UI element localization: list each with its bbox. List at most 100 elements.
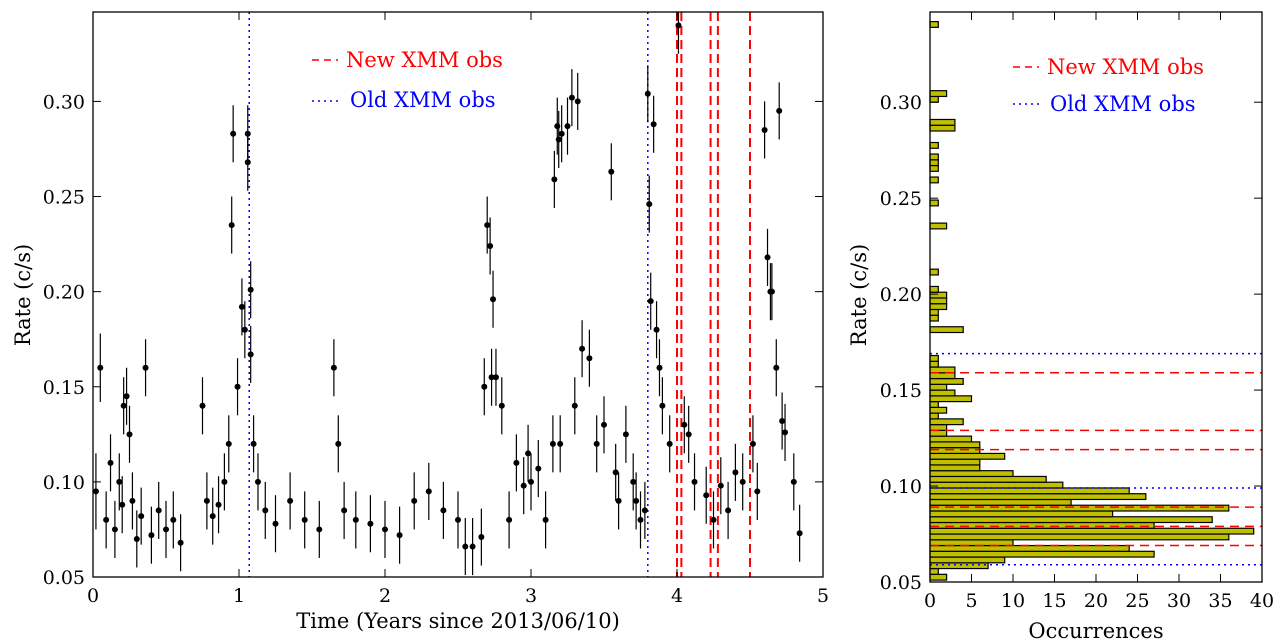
right-x-tick-label: 35 xyxy=(1208,590,1232,612)
histogram-bar xyxy=(929,556,1006,564)
data-point xyxy=(520,482,527,489)
data-point xyxy=(250,440,257,447)
histogram-bar xyxy=(929,389,956,397)
data-point xyxy=(612,469,619,476)
histogram-bar xyxy=(929,539,1014,547)
right-x-axis-label: Occurrences xyxy=(1028,619,1163,642)
histogram-bar xyxy=(929,164,939,172)
data-point xyxy=(492,374,499,381)
left-x-tick-label: 2 xyxy=(379,585,391,607)
data-point xyxy=(228,222,235,229)
histogram-bar xyxy=(929,452,1006,460)
data-point xyxy=(776,107,783,114)
data-point xyxy=(142,364,149,371)
data-point xyxy=(764,254,771,261)
data-point xyxy=(542,516,549,523)
data-point xyxy=(498,402,505,409)
data-point xyxy=(126,431,133,438)
data-point xyxy=(272,520,279,527)
left-y-axis-label: Rate (c/s) xyxy=(11,244,35,346)
data-point xyxy=(155,507,162,514)
right-y-tick-label: 0.20 xyxy=(880,284,922,306)
right-x-tick-label: 15 xyxy=(1042,590,1066,612)
data-point xyxy=(779,418,786,425)
data-point xyxy=(247,351,254,358)
right-y-tick-label: 0.10 xyxy=(880,476,922,498)
data-point xyxy=(796,530,803,537)
data-point xyxy=(262,507,269,514)
data-point xyxy=(551,176,558,183)
data-point xyxy=(558,130,565,137)
data-point xyxy=(647,298,654,305)
data-point xyxy=(170,516,177,523)
data-point xyxy=(641,507,648,514)
right-ticks: 0 5 10 15 20 25 30 35 40 0.05 0.10 0.15 0.20 0.25 0.30 xyxy=(880,12,1274,612)
histogram-bar xyxy=(929,429,948,437)
data-point xyxy=(666,440,673,447)
histogram-bar xyxy=(929,412,939,420)
histogram-bar xyxy=(929,470,1014,478)
right-x-tick-label: 0 xyxy=(924,590,936,612)
data-point xyxy=(107,459,114,466)
histogram-bar xyxy=(929,418,964,426)
histogram-bar xyxy=(929,481,1064,489)
right-x-tick-label: 30 xyxy=(1167,590,1191,612)
light-curve-data xyxy=(92,12,803,576)
histogram-bar xyxy=(929,475,1047,483)
right-x-tick-label: 40 xyxy=(1250,590,1274,612)
data-point xyxy=(209,513,216,520)
histogram-bar xyxy=(929,527,1255,535)
data-point xyxy=(129,497,136,504)
data-point xyxy=(244,159,251,166)
data-point xyxy=(615,497,622,504)
left-x-tick-label: 1 xyxy=(233,585,245,607)
histogram-bar xyxy=(929,516,1213,524)
histogram-bar xyxy=(929,372,956,380)
histogram-bar xyxy=(929,308,939,316)
data-point xyxy=(554,123,561,130)
data-point xyxy=(425,488,432,495)
histogram-bar xyxy=(929,268,939,276)
data-point xyxy=(601,421,607,428)
histogram-bar xyxy=(929,567,939,575)
right-y-tick-label: 0.15 xyxy=(880,380,922,402)
data-point xyxy=(230,130,237,137)
data-point xyxy=(659,402,666,409)
data-point xyxy=(564,123,571,130)
left-y-tick-label: 0.05 xyxy=(43,567,85,589)
data-point xyxy=(773,364,780,371)
data-point xyxy=(484,222,491,229)
light-curve-panel: 0 1 2 3 4 5 0.05 0.10 0.15 0.20 0.25 0.30 New XMM o… xyxy=(11,11,829,633)
data-point xyxy=(630,478,637,485)
left-obs-lines xyxy=(248,12,751,577)
histogram-bar xyxy=(929,176,939,184)
data-point xyxy=(506,516,513,523)
data-point xyxy=(528,478,534,485)
histogram-bar xyxy=(929,366,956,374)
data-point xyxy=(535,465,542,472)
histogram-bar xyxy=(929,464,981,472)
data-point xyxy=(116,478,123,485)
histogram-bar xyxy=(929,90,948,98)
data-point xyxy=(650,121,657,128)
histogram-bar xyxy=(929,377,964,385)
data-point xyxy=(103,516,110,523)
data-point xyxy=(199,402,206,409)
histogram-bar xyxy=(929,435,973,443)
histogram-bar xyxy=(929,510,1114,518)
data-point xyxy=(177,539,184,546)
data-point xyxy=(681,421,688,428)
histogram-bar xyxy=(929,383,948,391)
histogram-bar xyxy=(929,395,973,403)
right-legend-old-label: Old XMM obs xyxy=(1050,92,1196,116)
data-point xyxy=(440,507,447,514)
histogram-bar xyxy=(929,458,981,466)
data-point xyxy=(593,440,600,447)
data-point xyxy=(633,497,640,504)
right-x-tick-label: 20 xyxy=(1084,590,1108,612)
data-point xyxy=(549,440,556,447)
data-point xyxy=(555,136,562,143)
data-point xyxy=(330,364,337,371)
data-point xyxy=(241,326,248,333)
right-x-tick-label: 10 xyxy=(1001,590,1025,612)
